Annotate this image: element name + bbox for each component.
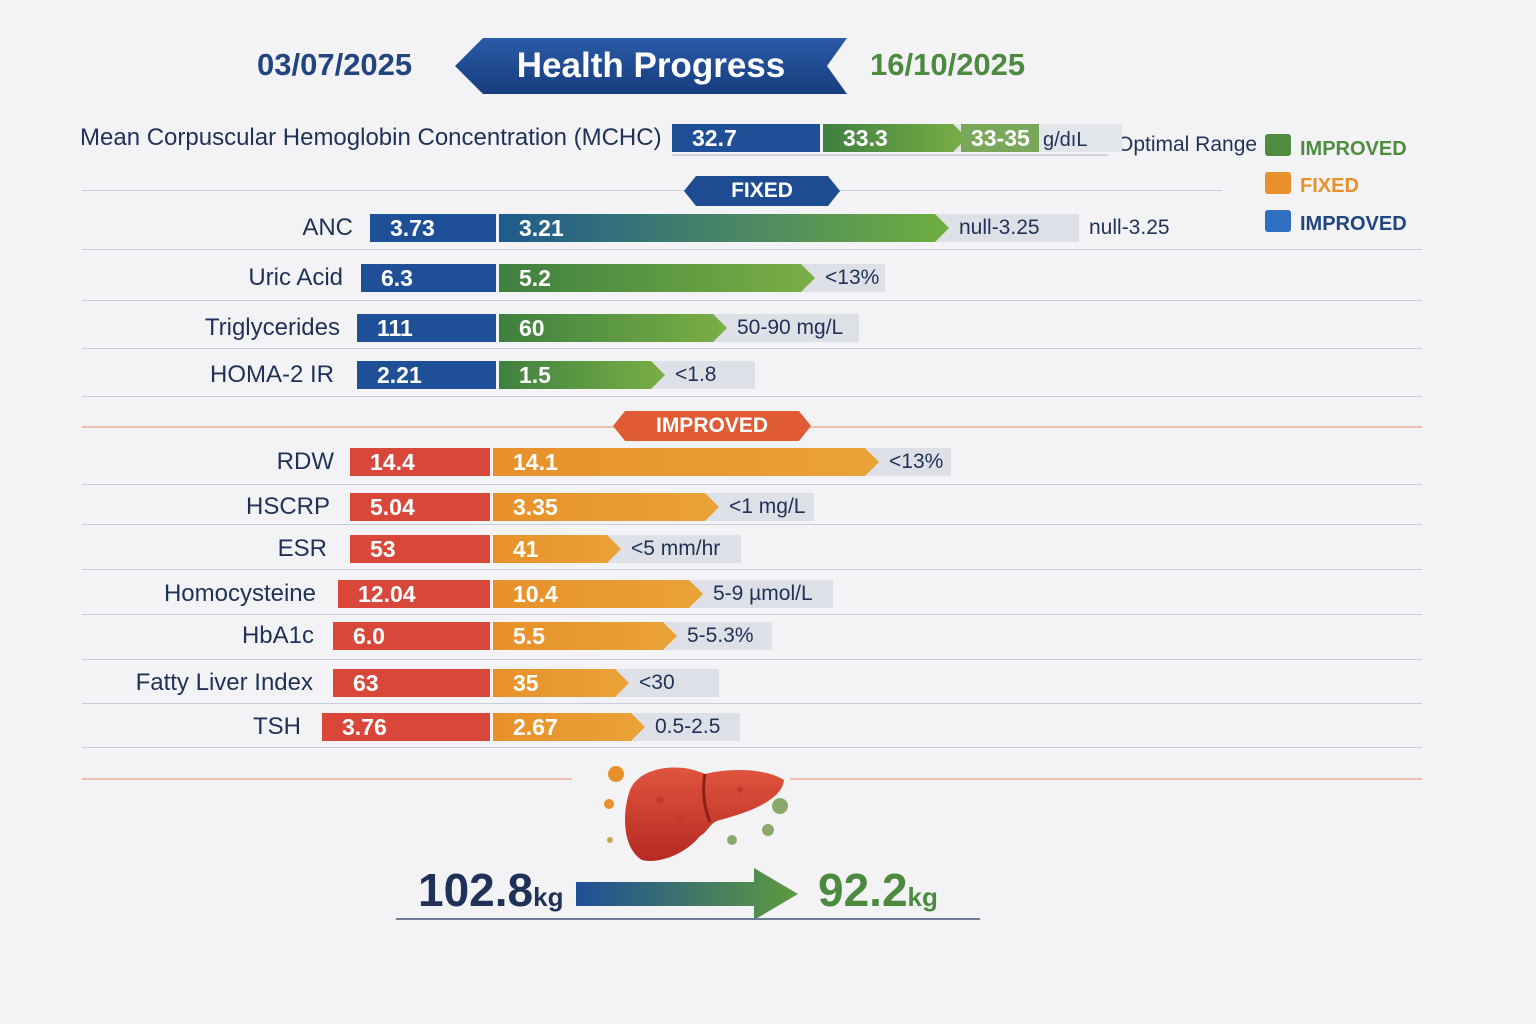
bar-before: 14.4 — [350, 448, 490, 476]
row-label: TSH — [253, 713, 301, 740]
row-divider — [82, 703, 1422, 704]
row-divider — [82, 396, 1422, 397]
row-label: Mean Corpuscular Hemoglobin Concentratio… — [80, 124, 662, 151]
bar-after — [499, 214, 949, 242]
bar-after-value: 1.5 — [519, 362, 551, 388]
title-banner — [455, 38, 847, 94]
row-divider — [82, 659, 1422, 660]
bar-after — [493, 713, 645, 741]
bar-after-value: 5.2 — [519, 265, 551, 291]
bar-after-value: 14.1 — [513, 449, 558, 475]
legend-improved-green: IMPROVED — [1300, 138, 1407, 160]
bar-after — [493, 493, 719, 521]
bar-before: 32.7 — [672, 124, 820, 152]
row-divider — [82, 484, 1422, 485]
bar-before: 111 — [357, 314, 496, 342]
row-label: ANC — [302, 214, 353, 241]
start-date: 03/07/2025 — [257, 47, 413, 82]
row-divider — [82, 524, 1422, 525]
row-divider — [82, 614, 1422, 615]
bar-after-value: 5.5 — [513, 623, 545, 649]
legend-improved-blue: IMPROVED — [1300, 213, 1407, 235]
range-note: null-3.25 — [1089, 216, 1170, 239]
row-label: ESR — [277, 535, 327, 562]
bar-after-value: 10.4 — [513, 581, 558, 607]
bar-before: 3.73 — [370, 214, 496, 242]
bar-before: 2.21 — [357, 361, 496, 389]
bar-after — [499, 264, 815, 292]
weight-before: 102.8kg — [418, 864, 564, 916]
row-divider — [82, 569, 1422, 570]
bar-after-value: 2.67 — [513, 714, 558, 740]
row-label: RDW — [276, 448, 334, 475]
bar-before: 12.04 — [338, 580, 490, 608]
bar-after-value: 3.21 — [519, 215, 564, 241]
row-label: Triglycerides — [204, 314, 340, 341]
page-title: Health Progress — [516, 46, 786, 85]
row-divider — [82, 747, 1422, 748]
liver-icon — [604, 766, 788, 861]
row-divider — [82, 249, 1422, 250]
bar-after-value: 33.3 — [843, 125, 888, 151]
bar-before: 5.04 — [350, 493, 490, 521]
row-divider — [82, 300, 1422, 301]
bar-after — [499, 314, 727, 342]
bar-after — [823, 124, 967, 152]
bar-after — [493, 448, 879, 476]
improved-section-banner — [613, 411, 811, 441]
improved-section-tag: IMPROVED — [655, 414, 768, 437]
bar-after — [493, 535, 621, 563]
row-label: HbA1c — [241, 622, 314, 649]
bar-after — [499, 361, 665, 389]
bar-before: 63 — [333, 669, 490, 697]
bar-before: 3.76 — [322, 713, 490, 741]
bar-after — [493, 580, 703, 608]
bar-after — [493, 622, 677, 650]
bar-before: 53 — [350, 535, 490, 563]
row-label: Uric Acid — [248, 264, 343, 291]
bar-before: 6.3 — [361, 264, 496, 292]
legend-improved-green-swatch — [1265, 134, 1291, 156]
row-label: HSCRP — [245, 493, 330, 520]
divider-bottom-right — [790, 778, 1422, 780]
row-label: Fatty Liver Index — [135, 669, 313, 696]
legend-fixed: FIXED — [1300, 175, 1359, 197]
row-label: Homocysteine — [163, 580, 316, 607]
mchc-underline — [672, 154, 1108, 156]
legend-improved-blue-swatch — [1265, 210, 1291, 232]
row-divider — [82, 348, 1422, 349]
unit-label: g/dıL — [1043, 129, 1088, 151]
range-optimal: 33-35 — [961, 124, 1039, 152]
bar-after — [493, 669, 629, 697]
legend-optimal-label: Optimal Range — [1117, 133, 1258, 156]
bar-after-value: 35 — [513, 670, 539, 696]
end-date: 16/10/2025 — [870, 47, 1026, 82]
legend-fixed-swatch — [1265, 172, 1291, 194]
weight-after: 92.2kg — [818, 864, 938, 916]
weight-underline — [396, 918, 980, 920]
bar-after-value: 41 — [513, 536, 539, 562]
bar-after-value: 60 — [519, 315, 545, 341]
bar-after-value: 3.35 — [513, 494, 558, 520]
fixed-section-tag: FIXED — [731, 179, 793, 202]
bar-before: 6.0 — [333, 622, 490, 650]
weight-arrow — [576, 868, 798, 920]
divider-fixed — [82, 190, 1222, 191]
divider-bottom-left — [82, 778, 572, 780]
row-label: HOMA-2 IR — [209, 361, 334, 388]
fixed-section-banner — [684, 176, 840, 206]
